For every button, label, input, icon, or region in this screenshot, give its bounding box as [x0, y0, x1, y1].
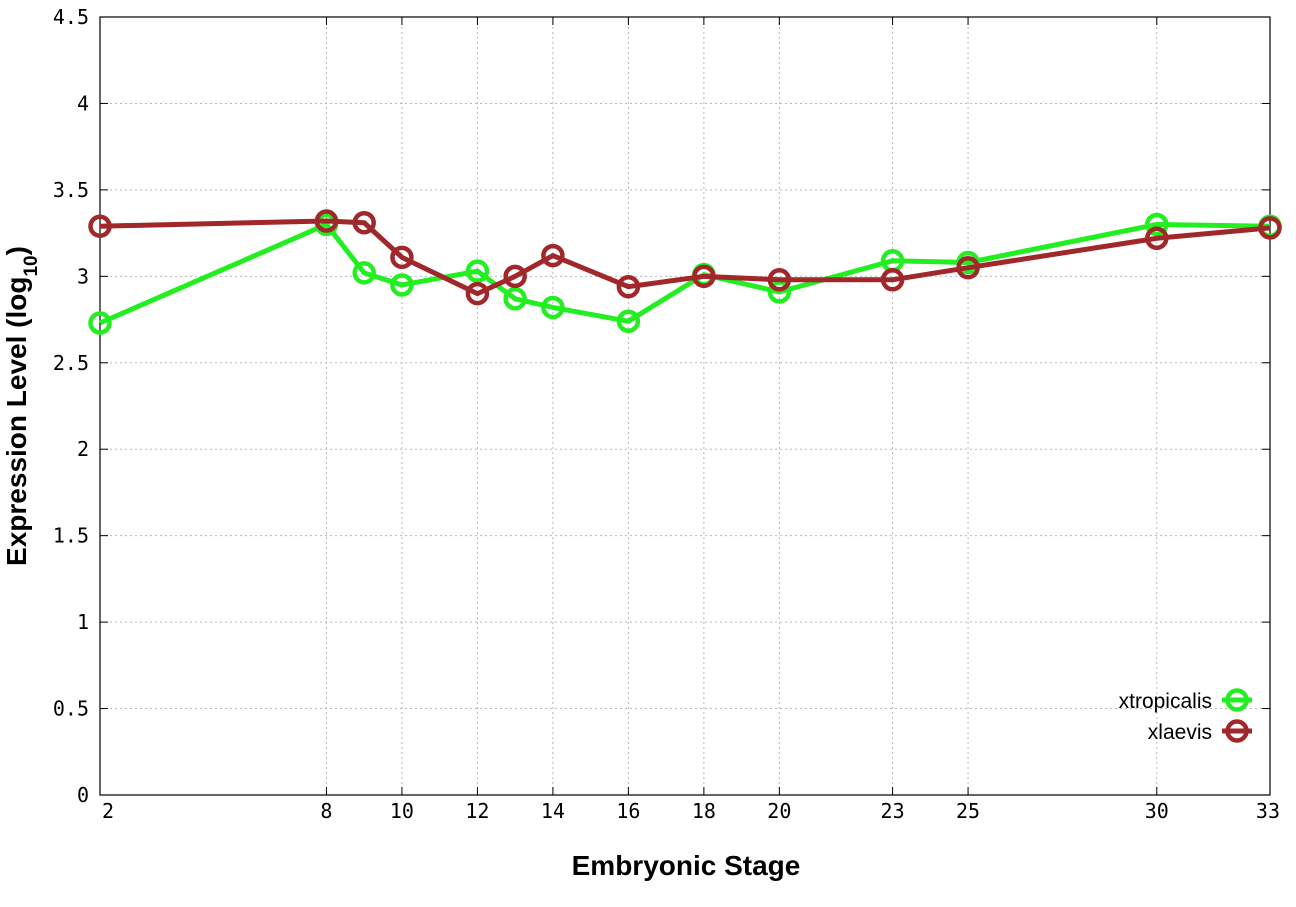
series-xtropicalis: [88, 212, 1282, 335]
x-axis-title: Embryonic Stage: [572, 850, 801, 881]
data-point-xtropicalis: [390, 273, 414, 297]
data-point-xlaevis: [314, 209, 339, 233]
data-point-xtropicalis: [465, 259, 490, 283]
y-tick-label: 1.5: [53, 524, 89, 548]
y-axis-title-close: ): [1, 246, 32, 255]
series-xlaevis: [88, 209, 1282, 306]
y-tick-label: 3.5: [53, 178, 89, 202]
y-tick-label: 4: [77, 91, 89, 115]
data-point-xlaevis: [1145, 226, 1169, 251]
legend-swatch-marker-xlaevis: [1225, 719, 1249, 743]
data-point-xtropicalis: [503, 287, 527, 311]
data-point-xlaevis: [541, 243, 565, 268]
grid: [100, 17, 1270, 795]
y-tick-label: 3: [77, 264, 89, 288]
data-point-xlaevis: [1258, 216, 1282, 240]
y-tick-label: 2.5: [53, 351, 89, 375]
data-point-xlaevis: [465, 281, 490, 306]
data-point-xlaevis: [616, 274, 641, 299]
x-tick-label: 8: [320, 799, 332, 823]
data-point-xlaevis: [767, 268, 792, 292]
y-tick-label: 2: [77, 437, 89, 461]
y-tick-label: 1: [77, 610, 89, 634]
y-axis-title-main: Expression Level (log: [1, 277, 32, 566]
series-line-xlaevis: [99, 218, 1271, 297]
data-point-xtropicalis: [88, 311, 112, 335]
series-layer: [88, 209, 1282, 335]
data-point-xlaevis: [956, 255, 980, 280]
x-tick-label: 10: [390, 799, 414, 823]
y-tick-label: 0: [77, 783, 89, 807]
x-tick-label: 20: [767, 799, 791, 823]
x-tick-label: 2: [102, 799, 114, 823]
y-axis-title-subscript: 10: [21, 255, 42, 276]
axis-ticks: 0 0.5 1 1.5 2 2.5 3 3.5 4 4.5 2 8 10 12 14 16 18 20 23 25 30…: [53, 5, 1280, 823]
data-point-xlaevis: [88, 214, 112, 238]
y-tick-label: 4.5: [53, 5, 89, 29]
data-point-xlaevis: [390, 245, 414, 270]
legend: xtropicalis xlaevis: [1119, 688, 1252, 744]
plot-frame: [99, 16, 1271, 796]
x-tick-label: 23: [881, 799, 905, 823]
data-point-xlaevis: [880, 268, 905, 292]
x-tick-label: 14: [541, 799, 565, 823]
data-point-xlaevis: [352, 210, 376, 235]
data-point-xtropicalis: [352, 261, 376, 285]
legend-label-xlaevis: xlaevis: [1148, 721, 1212, 744]
data-point-xlaevis: [503, 264, 527, 289]
legend-swatch-marker-xtropicalis: [1225, 688, 1249, 712]
data-point-xtropicalis: [1145, 212, 1169, 237]
legend-label-xtropicalis: xtropicalis: [1119, 690, 1212, 713]
x-tick-label: 25: [956, 799, 980, 823]
x-tick-label: 33: [1256, 799, 1280, 823]
y-axis-title: Expression Level (log10): [1, 246, 42, 566]
x-tick-label: 12: [465, 799, 489, 823]
data-point-xtropicalis: [541, 295, 565, 320]
y-tick-label: 0.5: [53, 697, 89, 721]
series-line-xtropicalis: [99, 221, 1271, 326]
data-point-xlaevis: [692, 264, 716, 289]
data-point-xtropicalis: [767, 280, 792, 304]
x-tick-label: 30: [1145, 799, 1169, 823]
data-point-xtropicalis: [616, 309, 641, 334]
x-tick-label: 18: [692, 799, 716, 823]
x-tick-label: 16: [616, 799, 640, 823]
